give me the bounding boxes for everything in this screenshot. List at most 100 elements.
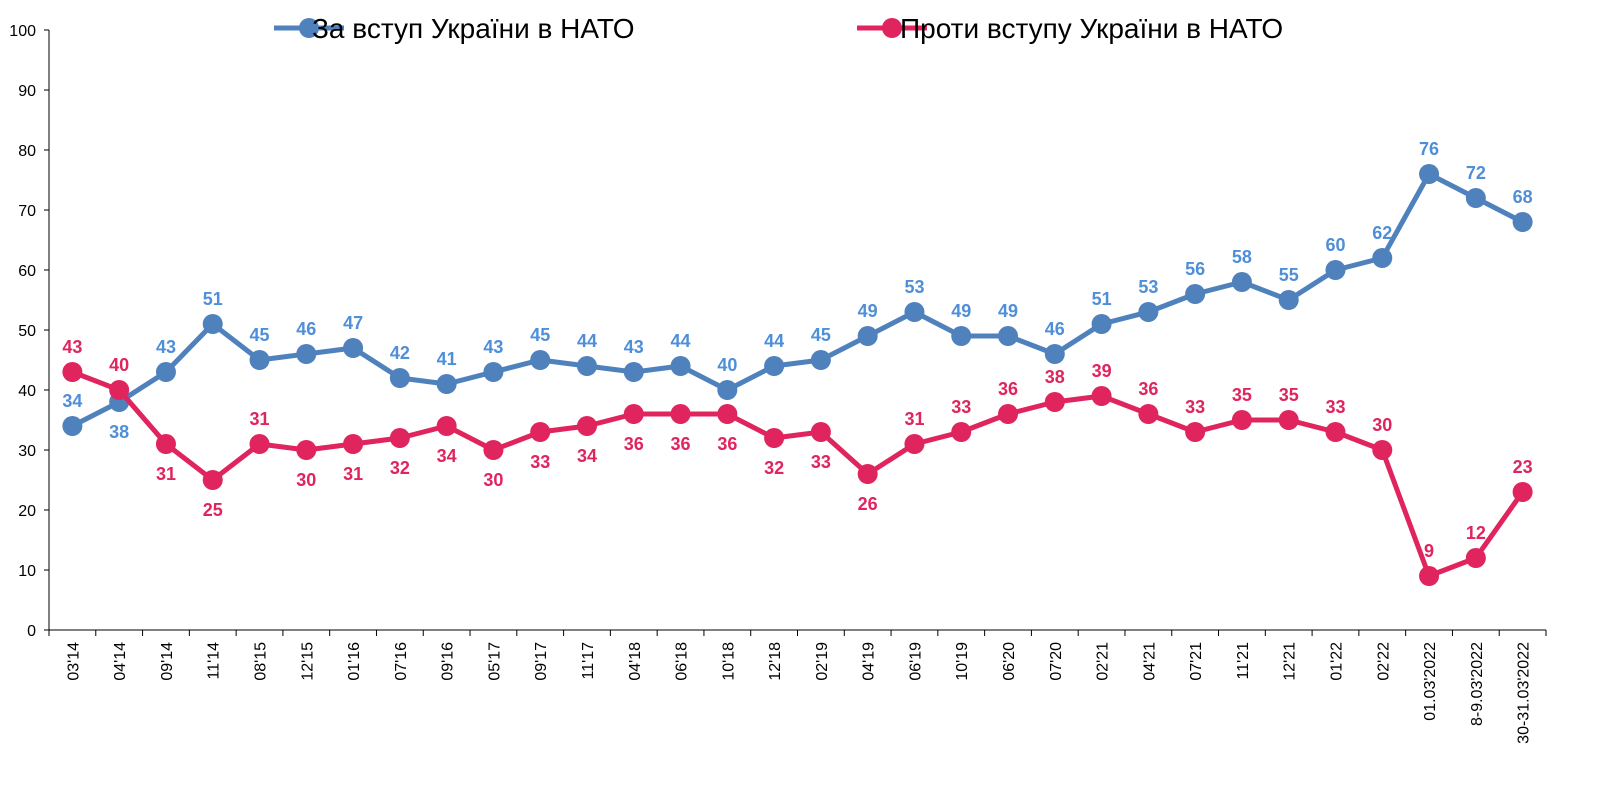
x-tick-label: 12'21: [1282, 642, 1299, 681]
x-tick-label: 06'20: [1001, 642, 1018, 681]
data-label: 55: [1279, 265, 1299, 285]
data-label: 43: [624, 337, 644, 357]
legend-marker-against: [882, 18, 902, 38]
data-point: [436, 374, 457, 394]
data-label: 32: [764, 458, 784, 478]
x-tick-label: 01'16: [346, 642, 363, 681]
data-point: [904, 434, 925, 454]
data-point: [1138, 302, 1159, 322]
data-label: 41: [437, 349, 457, 369]
data-label: 31: [250, 409, 270, 429]
data-label: 42: [390, 343, 410, 363]
data-label: 76: [1419, 139, 1439, 159]
data-point: [1325, 422, 1346, 442]
data-label: 34: [437, 446, 457, 466]
data-point: [62, 362, 83, 382]
y-tick-label: 90: [18, 83, 36, 100]
data-point: [1465, 548, 1486, 568]
data-point: [1231, 272, 1252, 292]
y-tick-label: 20: [18, 503, 36, 520]
data-label: 36: [998, 379, 1018, 399]
x-tick-label: 07'16: [393, 642, 410, 681]
data-point: [951, 422, 972, 442]
legend-label-support: За вступ України в НАТО: [312, 13, 634, 44]
data-label: 36: [1138, 379, 1158, 399]
y-tick-label: 40: [18, 383, 36, 400]
x-tick-label: 02'19: [814, 642, 831, 681]
data-label: 30: [1372, 415, 1392, 435]
data-point: [1419, 164, 1440, 184]
data-label: 44: [764, 331, 784, 351]
data-point: [389, 368, 410, 388]
series-line: [71, 369, 1525, 579]
x-tick-label: 8-9.03'2022: [1469, 642, 1486, 726]
data-point: [1419, 566, 1440, 586]
y-tick-label: 30: [18, 443, 36, 460]
data-point: [296, 344, 317, 364]
series-line: [71, 171, 1524, 429]
data-label: 9: [1424, 541, 1434, 561]
series-1: [62, 362, 1533, 586]
data-label: 72: [1466, 163, 1486, 183]
data-point: [202, 314, 223, 334]
x-tick-label: 09'17: [533, 642, 550, 681]
data-point: [904, 302, 925, 322]
data-label: 12: [1466, 523, 1486, 543]
data-point: [764, 428, 785, 448]
data-point: [576, 356, 597, 376]
data-label: 58: [1232, 247, 1252, 267]
legend: За вступ України в НАТО Проти вступу Укр…: [274, 13, 1283, 44]
data-label: 30: [296, 470, 316, 490]
y-tick-label: 100: [9, 23, 36, 40]
y-tick-label: 60: [18, 263, 36, 280]
data-label: 33: [1185, 397, 1205, 417]
data-label: 25: [203, 500, 223, 520]
data-label: 31: [156, 464, 176, 484]
x-tick-label: 11'17: [580, 642, 597, 680]
data-label: 51: [203, 289, 223, 309]
y-tick-label: 10: [18, 563, 36, 580]
data-label: 31: [343, 464, 363, 484]
data-point: [1044, 392, 1065, 412]
x-tick-label: 04'18: [627, 642, 644, 681]
x-tick-label: 10'18: [720, 642, 737, 681]
data-point: [343, 338, 364, 358]
data-point: [764, 356, 785, 376]
data-point: [1091, 314, 1112, 334]
data-label: 49: [951, 301, 971, 321]
data-label: 53: [1138, 277, 1158, 297]
data-point: [1372, 248, 1393, 268]
series-layer: [62, 164, 1533, 586]
data-label: 38: [109, 422, 129, 442]
x-tick-label: 06'18: [674, 642, 691, 681]
data-label: 45: [250, 325, 270, 345]
data-label: 45: [530, 325, 550, 345]
x-tick-label: 06'19: [907, 642, 924, 681]
data-point: [857, 326, 878, 346]
legend-marker-support: [299, 18, 319, 38]
data-point: [1372, 440, 1393, 460]
data-point: [343, 434, 364, 454]
data-label: 51: [1092, 289, 1112, 309]
x-tick-label: 01.03'2022: [1422, 642, 1439, 721]
data-label: 43: [483, 337, 503, 357]
data-point: [670, 356, 691, 376]
data-label: 68: [1513, 187, 1533, 207]
data-point: [1185, 284, 1206, 304]
data-point: [1231, 410, 1252, 430]
data-label: 36: [624, 434, 644, 454]
data-label: 33: [1325, 397, 1345, 417]
data-label: 45: [811, 325, 831, 345]
data-point: [530, 422, 551, 442]
data-point: [717, 404, 738, 424]
data-label: 35: [1279, 385, 1299, 405]
data-point: [576, 416, 597, 436]
data-point: [1278, 290, 1299, 310]
data-point: [1278, 410, 1299, 430]
data-label: 40: [109, 355, 129, 375]
data-label: 35: [1232, 385, 1252, 405]
x-tick-label: 09'16: [440, 642, 457, 681]
data-label: 36: [671, 434, 691, 454]
data-point: [483, 362, 504, 382]
